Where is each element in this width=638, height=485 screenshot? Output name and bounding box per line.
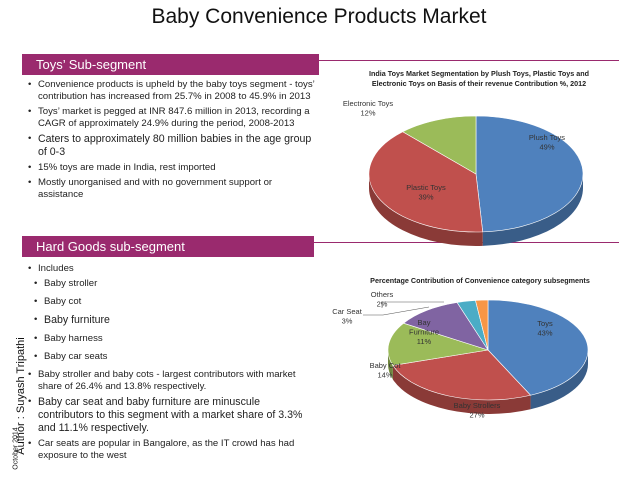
svg-text:49%: 49%: [539, 143, 554, 152]
svg-text:39%: 39%: [418, 193, 433, 202]
includes-item: Baby car seats: [26, 351, 316, 363]
toys-section-heading: Toys’ Sub-segment: [22, 54, 319, 75]
svg-text:Bay: Bay: [418, 318, 431, 327]
hard-goods-bullet-list: Includes Baby stroller Baby cot Baby fur…: [26, 263, 316, 465]
toys-bullet: Caters to approximately 80 million babie…: [26, 133, 316, 159]
toys-bullet: Convenience products is upheld by the ba…: [26, 79, 316, 103]
leader-line: [381, 301, 444, 308]
svg-text:Electronic Toys: Electronic Toys: [343, 99, 394, 108]
chart-title: India Toys Market Segmentation by Plush …: [369, 69, 589, 78]
svg-text:Plastic Toys: Plastic Toys: [406, 183, 446, 192]
hard-goods-bullet: Baby car seat and baby furniture are min…: [26, 396, 316, 435]
toys-segmentation-pie-chart: India Toys Market Segmentation by Plush …: [343, 69, 589, 246]
includes-item: Baby stroller: [26, 278, 316, 290]
svg-text:Baby Cot: Baby Cot: [370, 361, 402, 370]
svg-text:Furniture: Furniture: [409, 328, 439, 337]
toys-bullet: Toys’ market is pegged at INR 847.6 mill…: [26, 106, 316, 130]
svg-text:Toys: Toys: [537, 319, 553, 328]
toys-divider-line: [319, 60, 619, 61]
pie-slice: [402, 302, 489, 351]
svg-text:3%: 3%: [342, 317, 353, 326]
svg-text:Baby Strollers: Baby Strollers: [454, 401, 501, 410]
pie-slice-side: [392, 365, 531, 414]
chart-title: Percentage Contribution of Convenience c…: [370, 276, 590, 285]
pie-slice: [368, 131, 484, 233]
pie-slice: [475, 299, 489, 351]
pie-slice-side: [482, 174, 583, 246]
svg-text:27%: 27%: [469, 411, 484, 420]
hard-goods-bullet: Car seats are popular in Bangalore, as t…: [26, 438, 316, 462]
pie-slice: [402, 115, 477, 175]
svg-text:12%: 12%: [360, 109, 375, 118]
svg-text:11%: 11%: [417, 337, 432, 346]
convenience-subsegments-pie-chart: Percentage Contribution of Convenience c…: [332, 276, 590, 420]
slide-title: Baby Convenience Products Market: [151, 5, 487, 28]
svg-text:Car Seat: Car Seat: [332, 307, 363, 316]
svg-text:14%: 14%: [377, 371, 392, 380]
date-credit: October 2014: [12, 427, 20, 470]
pie-slice: [392, 349, 532, 401]
toys-bullet-list: Convenience products is upheld by the ba…: [26, 79, 316, 204]
includes-item: Baby furniture: [26, 314, 316, 327]
includes-item: Baby harness: [26, 333, 316, 345]
chart-title: Electronic Toys on Basis of their revenu…: [372, 79, 586, 88]
hard-goods-bullet: Includes: [26, 263, 316, 275]
hard-goods-bullet: Baby stroller and baby cots - largest co…: [26, 369, 316, 393]
leader-line: [363, 306, 430, 316]
svg-text:43%: 43%: [537, 329, 552, 338]
toys-bullet: 15% toys are made in India, rest importe…: [26, 162, 316, 174]
pie-slice: [387, 322, 489, 366]
pie-slice-side: [530, 350, 588, 410]
svg-text:Others: Others: [371, 290, 394, 299]
pie-slice: [475, 115, 584, 233]
hard-goods-section-heading: Hard Goods sub-segment: [22, 236, 314, 257]
pie-slice: [487, 299, 589, 396]
pie-depth: [388, 350, 588, 414]
pie-slice-side: [388, 350, 393, 380]
includes-item: Baby cot: [26, 296, 316, 308]
svg-text:Plush Toys: Plush Toys: [529, 133, 565, 142]
toys-bullet: Mostly unorganised and with no governmen…: [26, 177, 316, 201]
